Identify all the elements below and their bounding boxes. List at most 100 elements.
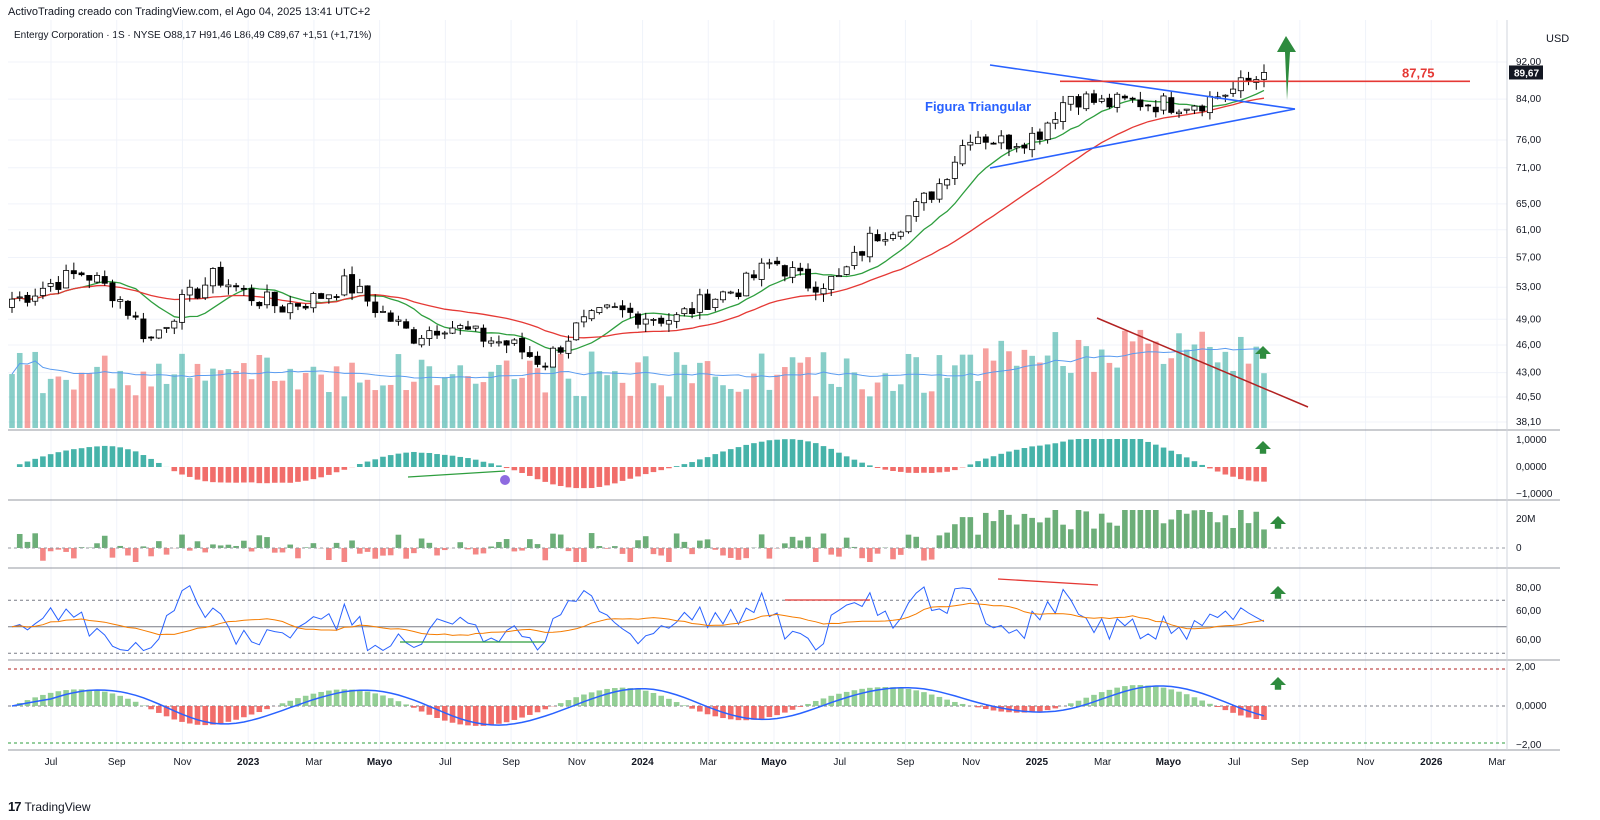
volume-bar (1091, 371, 1097, 428)
candle-body (287, 303, 294, 314)
volume-bar (820, 352, 827, 428)
histogram-bar (233, 706, 239, 720)
candle-body (449, 327, 456, 334)
histogram-bar (975, 706, 981, 708)
candle-body (812, 286, 819, 293)
volume-osc-bar (712, 548, 719, 550)
oscillator-bar (975, 461, 981, 467)
volume-osc-bar (805, 536, 811, 548)
oscillator-bar (704, 457, 711, 467)
histogram-bar (1067, 703, 1074, 706)
histogram-bar (812, 700, 819, 706)
volume-osc-bar (913, 536, 920, 548)
histogram-bar (867, 687, 873, 706)
oscillator-bar (109, 446, 116, 467)
volume-trend-line (1096, 317, 1309, 408)
candle-body (101, 276, 108, 284)
volume-bar (279, 380, 286, 428)
histogram-bar (217, 706, 224, 724)
volume-bar (550, 352, 556, 428)
volume-osc-bar (364, 548, 371, 552)
volume-bar (47, 378, 54, 428)
oscillator-bar (1168, 450, 1175, 467)
volume-bar (666, 396, 672, 428)
volume-osc-bar (720, 548, 726, 556)
volume-osc-bar (1075, 510, 1082, 548)
oscillator-bar (1176, 454, 1182, 467)
price-tick-label: 38,10 (1516, 417, 1541, 428)
volume-bar (805, 357, 811, 428)
candle-body (1052, 119, 1059, 124)
candle-body (1060, 102, 1067, 122)
volume-bar (434, 385, 440, 428)
volume-bar (310, 366, 317, 428)
time-tick-label: Jul (45, 757, 58, 768)
volume-osc-bar (1245, 523, 1252, 548)
oscillator-bar (318, 467, 324, 478)
symbol-ohlc-line: Entergy Corporation · 1S · NYSE O88,17 H… (14, 30, 372, 41)
chart-drawings[interactable]: 87,75 Figura Triangular (925, 36, 1470, 690)
histogram-bar (279, 703, 286, 706)
candle-body (588, 310, 595, 320)
candle-body (1005, 134, 1012, 150)
volume-osc-bar (1044, 517, 1051, 548)
histogram-bar (751, 706, 757, 720)
candle-body (480, 327, 487, 342)
time-tick-label: Nov (1357, 757, 1375, 768)
candle-body (897, 231, 904, 237)
currency-label[interactable]: USD (1546, 33, 1570, 45)
pane-tick-label: 1,0000 (1516, 435, 1547, 446)
histogram-bar (944, 699, 950, 706)
candle-body (1237, 77, 1244, 92)
histogram-bar (1013, 706, 1020, 713)
histogram-bar (63, 690, 69, 706)
histogram-bar (403, 704, 409, 706)
histogram-bar (1083, 697, 1090, 706)
oscillator-bar (1207, 467, 1213, 469)
volume-osc-bar (565, 548, 572, 552)
candle-body (240, 287, 247, 290)
volume-bar (1075, 339, 1082, 428)
histogram-bar (859, 688, 865, 706)
candle-body (464, 326, 471, 330)
volume-bar (511, 379, 518, 428)
oscillator-bar (47, 454, 54, 467)
histogram-line (11, 685, 1265, 726)
volume-osc-bar (843, 537, 850, 548)
volume-bar (812, 396, 819, 428)
oscillator-bar (565, 467, 572, 488)
candle-body (735, 292, 742, 298)
histogram-bar (990, 706, 997, 711)
oscillator-bar (998, 453, 1005, 467)
candle-body (395, 319, 402, 322)
time-tick-label: Mayo (1156, 757, 1182, 768)
volume-bar (488, 371, 494, 428)
oscillator-bar (496, 465, 502, 467)
volume-bar (1214, 362, 1221, 428)
volume-bar (1106, 362, 1113, 428)
volume-osc-bar (1037, 522, 1043, 548)
candle-body (1191, 105, 1198, 111)
volume-bar (24, 364, 31, 428)
histogram-bar (635, 689, 641, 706)
oscillator-bar (782, 439, 788, 467)
oscillator-bar (233, 467, 239, 483)
volume-osc-bar (1067, 529, 1074, 548)
oscillator-bar (503, 467, 510, 469)
histogram-bar (1137, 685, 1144, 706)
candle-body (1261, 72, 1268, 80)
oscillator-bar (171, 467, 178, 472)
volume-bar (140, 371, 147, 428)
oscillator-bar (1238, 467, 1244, 480)
volume-osc-bar (194, 541, 201, 548)
tradingview-logo[interactable]: 17 TradingView (8, 799, 91, 814)
oscillator-signal-dot (500, 475, 510, 485)
candle-body (1114, 93, 1121, 108)
candle-body (1152, 106, 1159, 113)
candle-body (171, 320, 178, 329)
volume-osc-bar (820, 533, 827, 548)
volume-up-arrow (1255, 346, 1271, 359)
candle-body (557, 347, 564, 353)
candle-body (658, 317, 665, 324)
